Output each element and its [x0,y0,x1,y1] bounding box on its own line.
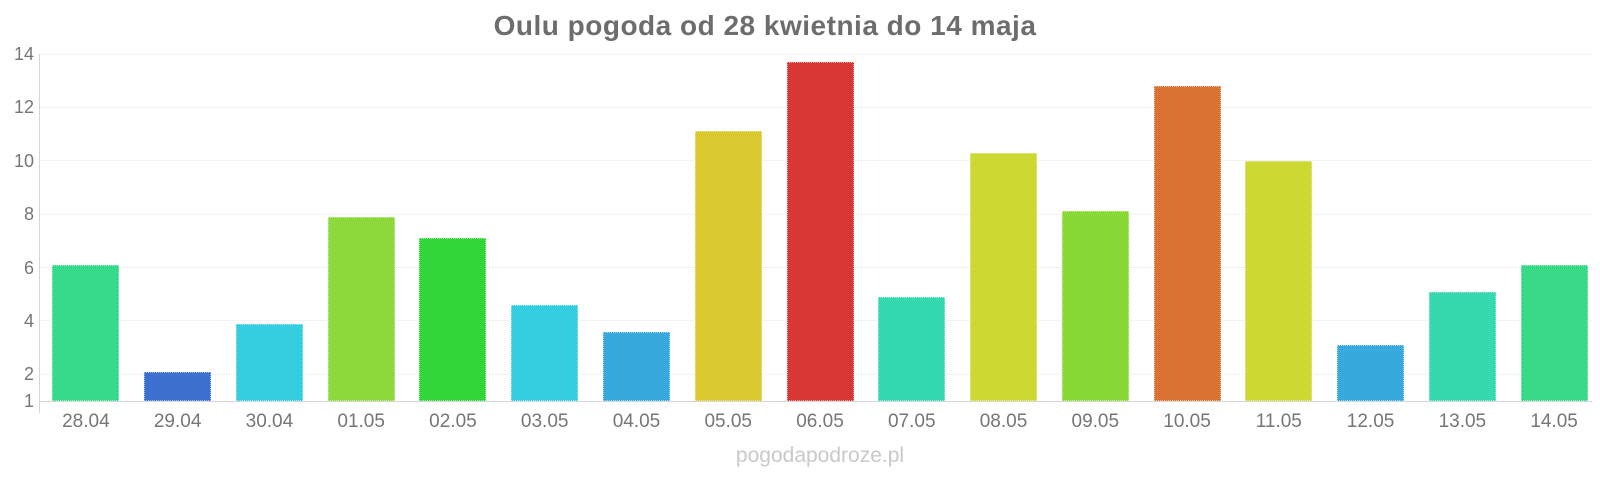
y-axis-label: 1 [23,391,34,411]
bar-07.05 [878,296,946,401]
bar-03.05 [511,304,579,401]
x-axis-label-03.05: 03.05 [520,411,569,432]
bar-28.04 [52,264,120,401]
bar-29.04 [144,371,212,401]
bar-10.05 [1153,86,1221,401]
bar-14.05 [1520,264,1588,401]
x-axis-label-30.04: 30.04 [245,411,294,432]
bar-01.05 [327,216,395,401]
x-axis-label-14.05: 14.05 [1530,411,1578,432]
x-axis-label-08.05: 08.05 [979,411,1028,432]
y-axis-label: 2 [23,364,34,385]
y-axis-label: 10 [13,150,34,171]
y-axis-label: 4 [23,310,34,331]
bar-05.05 [694,131,762,401]
y-axis-label: 8 [23,204,34,225]
x-axis-label-12.05: 12.05 [1346,411,1395,432]
x-axis-label-29.04: 29.04 [153,411,202,432]
x-axis-label-07.05: 07.05 [887,411,936,432]
y-axis-label: 12 [13,97,34,118]
y-axis-line [39,54,40,413]
x-axis-label-01.05: 01.05 [337,411,385,432]
bar-08.05 [970,152,1038,401]
x-axis-label-13.05: 13.05 [1438,411,1487,432]
y-axis-label: 14 [13,44,34,64]
watermark: pogodapodroze.pl [735,444,905,467]
x-axis-label-10.05: 10.05 [1163,411,1211,432]
bar-09.05 [1061,211,1129,401]
y-axis-label: 6 [23,257,34,278]
x-axis-label-06.05: 06.05 [796,411,844,432]
gridline-y14 [40,53,1592,55]
bar-11.05 [1245,160,1313,401]
chart-title: Oulu pogoda od 28 kwietnia do 14 maja [493,10,1037,41]
bar-12.05 [1337,344,1405,401]
bar-13.05 [1428,291,1496,401]
x-axis-label-02.05: 02.05 [429,411,477,432]
bar-04.05 [602,331,670,401]
x-axis-line [40,401,1592,402]
x-axis-label-04.05: 04.05 [612,411,661,432]
x-axis-label-28.04: 28.04 [62,411,110,432]
x-axis-label-09.05: 09.05 [1071,411,1120,432]
bar-30.04 [235,323,303,401]
x-axis-label-05.05: 05.05 [704,411,752,432]
bar-02.05 [419,238,487,401]
bar-06.05 [786,62,854,401]
x-axis-label-11.05: 11.05 [1255,411,1302,432]
